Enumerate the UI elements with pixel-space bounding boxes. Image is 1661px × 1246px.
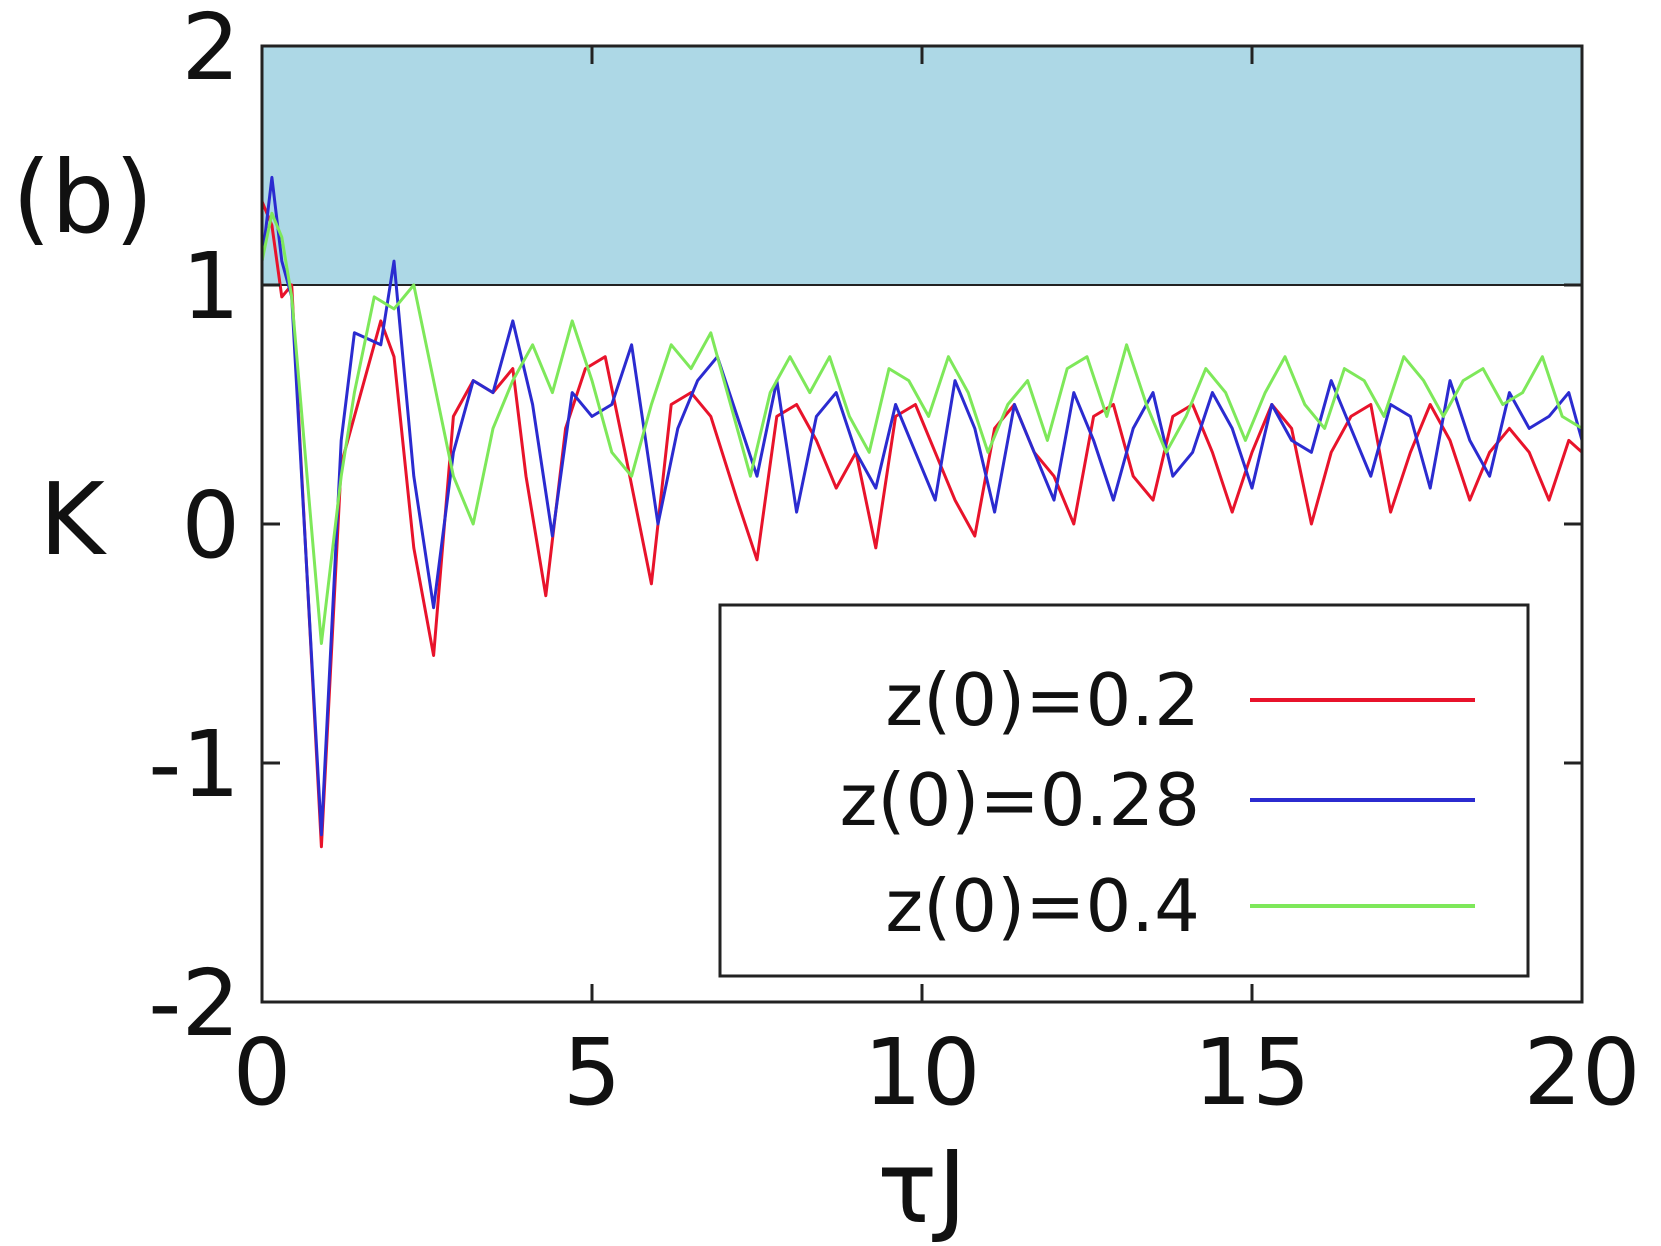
y-axis-title: K (39, 461, 107, 578)
y-tick-label: 0 (181, 472, 240, 579)
ticks-layer (260, 44, 1584, 1004)
legend-box (718, 603, 1530, 978)
series-line-2 (260, 175, 1584, 837)
legend: z(0)=0.2 z(0)=0.28 z(0)=0.4 (718, 603, 1530, 978)
x-tick-label: 10 (863, 1019, 980, 1126)
tick-labels-layer: 0 5 10 15 20 -2 -1 0 1 2 (148, 0, 1640, 1126)
legend-label-2: z(0)=0.28 (840, 758, 1200, 842)
legend-label-3: z(0)=0.4 (885, 864, 1200, 948)
y-tick-label: -2 (148, 950, 240, 1057)
series-layer (260, 175, 1584, 849)
panel-label: (b) (12, 139, 154, 256)
x-tick-label: 5 (563, 1019, 622, 1126)
y-tick-label: 2 (181, 0, 240, 101)
x-axis-title: τJ (877, 1129, 967, 1246)
legend-label-1: z(0)=0.2 (885, 658, 1200, 742)
x-tick-label: 15 (1193, 1019, 1310, 1126)
x-tick-label: 0 (233, 1019, 292, 1126)
series-line-1 (260, 200, 1584, 849)
series-line-3 (260, 211, 1583, 645)
y-tick-label: 1 (181, 233, 240, 340)
y-tick-label: -1 (148, 711, 240, 818)
x-tick-label: 20 (1523, 1019, 1640, 1126)
shaded-region (261, 45, 1583, 286)
